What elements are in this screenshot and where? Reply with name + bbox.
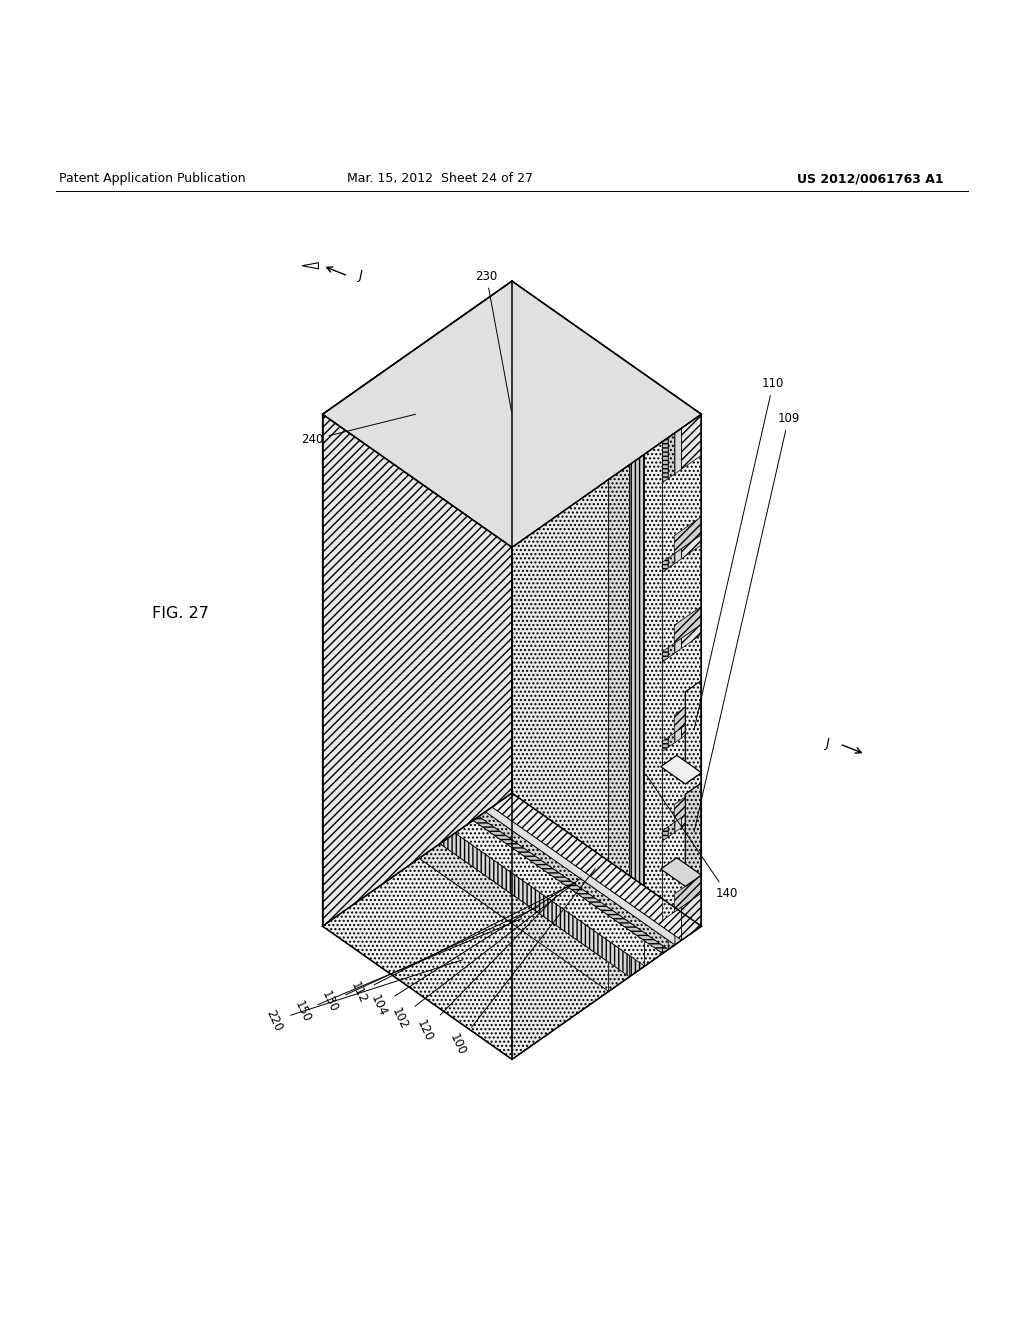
Polygon shape (473, 816, 669, 953)
Text: 120: 120 (415, 895, 557, 1044)
Polygon shape (674, 516, 701, 553)
Text: FIG. 27: FIG. 27 (152, 606, 209, 622)
Polygon shape (674, 606, 701, 643)
Polygon shape (685, 681, 701, 784)
Text: 150: 150 (292, 919, 522, 1024)
Polygon shape (512, 479, 608, 1060)
Polygon shape (440, 833, 645, 977)
Text: 240: 240 (301, 414, 416, 446)
Polygon shape (493, 793, 701, 940)
Text: 140: 140 (646, 774, 738, 900)
Text: Mar. 15, 2012  Sheet 24 of 27: Mar. 15, 2012 Sheet 24 of 27 (347, 172, 534, 185)
Polygon shape (323, 281, 701, 548)
Text: 102: 102 (389, 878, 582, 1031)
Text: 130: 130 (319, 906, 540, 1015)
Text: 220: 220 (264, 960, 463, 1034)
Text: 100: 100 (447, 869, 595, 1057)
Polygon shape (675, 428, 682, 945)
Polygon shape (660, 858, 701, 886)
Polygon shape (674, 875, 701, 912)
Text: 230: 230 (475, 269, 512, 412)
Text: 112: 112 (348, 886, 568, 1006)
Polygon shape (663, 455, 701, 562)
Polygon shape (455, 821, 663, 966)
Polygon shape (663, 635, 701, 741)
Polygon shape (674, 785, 701, 822)
Polygon shape (669, 433, 675, 949)
Text: 109: 109 (694, 412, 800, 832)
Text: 104: 104 (369, 882, 574, 1019)
Polygon shape (663, 437, 669, 953)
Polygon shape (682, 414, 701, 940)
Polygon shape (663, 723, 701, 830)
Polygon shape (645, 441, 663, 966)
Text: US 2012/0061763 A1: US 2012/0061763 A1 (797, 172, 944, 185)
Text: Patent Application Publication: Patent Application Publication (59, 172, 246, 185)
Polygon shape (323, 858, 608, 1060)
Text: 110: 110 (694, 378, 784, 730)
Polygon shape (485, 807, 682, 945)
Polygon shape (663, 813, 701, 920)
Polygon shape (685, 783, 701, 886)
Polygon shape (419, 843, 630, 991)
Polygon shape (608, 465, 630, 991)
Text: J: J (358, 269, 362, 282)
Polygon shape (630, 454, 645, 977)
Polygon shape (302, 263, 318, 269)
Polygon shape (479, 812, 675, 949)
Polygon shape (674, 696, 701, 733)
Text: J: J (825, 738, 829, 751)
Polygon shape (660, 755, 701, 784)
Polygon shape (663, 545, 701, 652)
Polygon shape (323, 281, 512, 927)
